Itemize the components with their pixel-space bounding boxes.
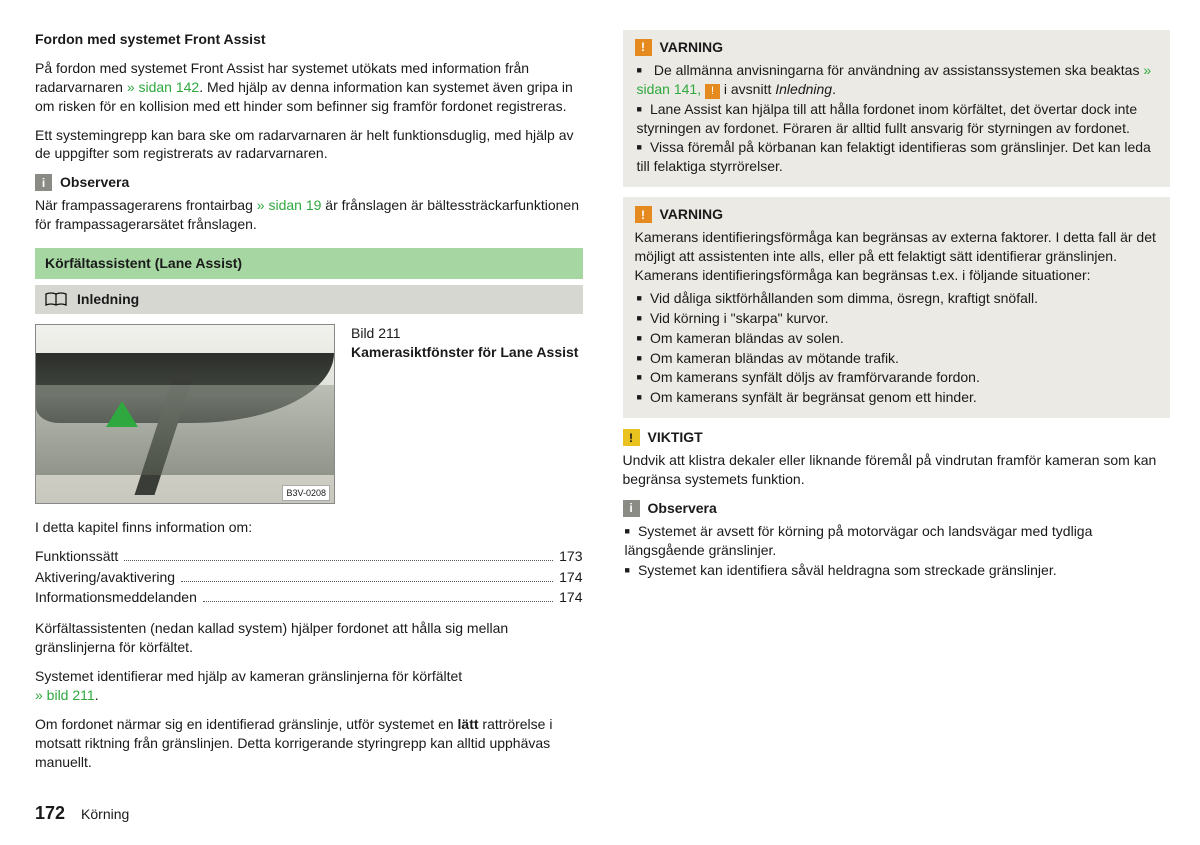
text: Om fordonet närmar sig en identifierad g… <box>35 716 458 732</box>
list-item: Lane Assist kan hjälpa till att hålla fo… <box>637 100 1159 138</box>
viktigt-body: Undvik att klistra dekaler eller liknand… <box>623 451 1171 489</box>
text: i avsnitt <box>720 81 775 97</box>
toc-row[interactable]: Funktionssätt 173 <box>35 547 583 566</box>
figure-title: Kamerasiktfönster för Lane Assist <box>351 343 578 362</box>
figure-image: B3V-0208 <box>35 324 335 504</box>
observera-title: Observera <box>60 173 129 192</box>
text: När frampassagerarens frontairbag <box>35 197 257 213</box>
observera-heading: i Observera <box>35 173 583 192</box>
page-footer: 172 Körning <box>35 801 129 825</box>
text: Systemet identifierar med hjälp av kamer… <box>35 668 462 684</box>
paragraph-lane-assist-3: Om fordonet närmar sig en identifierad g… <box>35 715 583 772</box>
subsection-title: Inledning <box>77 290 139 309</box>
toc-label: Funktionssätt <box>35 547 118 566</box>
info-icon: i <box>35 174 52 191</box>
warning-box-2: ! VARNING Kamerans identifieringsförmåga… <box>623 197 1171 418</box>
text: De allmänna anvisningarna för användning… <box>654 62 1144 78</box>
text-emphasis: lätt <box>458 716 479 732</box>
list-item: Vid dåliga siktförhållanden som dimma, ö… <box>637 289 1159 308</box>
sensor-highlight <box>106 401 138 427</box>
observera-body: När frampassagerarens frontairbag » sida… <box>35 196 583 234</box>
warning-icon: ! <box>635 206 652 223</box>
paragraph-front-assist-1: På fordon med systemet Front Assist har … <box>35 59 583 116</box>
left-column: Fordon med systemet Front Assist På ford… <box>35 30 583 782</box>
toc-page: 173 <box>559 547 582 566</box>
heading-front-assist: Fordon med systemet Front Assist <box>35 30 583 49</box>
warning-title: VARNING <box>660 205 724 224</box>
toc-row[interactable]: Aktivering/avaktivering 174 <box>35 568 583 587</box>
warning-box-1: ! VARNING De allmänna anvisningarna för … <box>623 30 1171 187</box>
important-icon: ! <box>623 429 640 446</box>
manual-page: Fordon med systemet Front Assist På ford… <box>0 0 1200 792</box>
page-ref-link[interactable]: » sidan 142 <box>127 79 199 95</box>
list-item: De allmänna anvisningarna för användning… <box>637 61 1159 99</box>
warning-icon: ! <box>635 39 652 56</box>
toc-label: Informationsmeddelanden <box>35 588 197 607</box>
figure-number: Bild 211 <box>351 324 578 343</box>
toc-page: 174 <box>559 568 582 587</box>
paragraph-lane-assist-2: Systemet identifierar med hjälp av kamer… <box>35 667 583 705</box>
viktigt-heading: ! VIKTIGT <box>623 428 1171 447</box>
page-number: 172 <box>35 801 65 825</box>
paragraph-front-assist-2: Ett systemingrepp kan bara ske om radarv… <box>35 126 583 164</box>
list-item: Vissa föremål på körbanan kan felaktigt … <box>637 138 1159 176</box>
viktigt-title: VIKTIGT <box>648 428 703 447</box>
page-ref-link[interactable]: » sidan 19 <box>257 197 322 213</box>
figure-code: B3V-0208 <box>282 485 330 501</box>
list-item: Om kameran bländas av solen. <box>637 329 1159 348</box>
paragraph-lane-assist-1: Körfältassistenten (nedan kallad system)… <box>35 619 583 657</box>
book-icon <box>45 292 67 307</box>
warning-intro: Kamerans identifieringsförmåga kan begrä… <box>635 228 1159 285</box>
figure-block: B3V-0208 Bild 211 Kamerasiktfönster för … <box>35 324 583 504</box>
text: . <box>832 81 836 97</box>
toc-page: 174 <box>559 588 582 607</box>
figure-ref-link[interactable]: » bild 211 <box>35 687 95 703</box>
subsection-header-inledning: Inledning <box>35 285 583 314</box>
observera-title: Observera <box>648 499 717 518</box>
list-item: Om kameran bländas av mötande trafik. <box>637 349 1159 368</box>
toc-row[interactable]: Informationsmeddelanden 174 <box>35 588 583 607</box>
footer-title: Körning <box>81 805 129 824</box>
toc-intro: I detta kapitel finns information om: <box>35 518 583 537</box>
list-item: Vid körning i "skarpa" kurvor. <box>637 309 1159 328</box>
list-item: Systemet är avsett för körning på motorv… <box>625 522 1171 560</box>
figure-caption: Bild 211 Kamerasiktfönster för Lane Assi… <box>351 324 578 504</box>
warning-icon: ! <box>705 84 720 99</box>
text: . <box>95 687 99 703</box>
text-italic: Inledning <box>775 81 832 97</box>
list-item: Om kamerans synfält döljs av framförvara… <box>637 368 1159 387</box>
list-item: Systemet kan identifiera såväl heldragna… <box>625 561 1171 580</box>
list-item: Om kamerans synfält är begränsat genom e… <box>637 388 1159 407</box>
toc-label: Aktivering/avaktivering <box>35 568 175 587</box>
observera-heading: i Observera <box>623 499 1171 518</box>
section-header-lane-assist: Körfältassistent (Lane Assist) <box>35 248 583 279</box>
right-column: ! VARNING De allmänna anvisningarna för … <box>623 30 1171 782</box>
warning-title: VARNING <box>660 38 724 57</box>
info-icon: i <box>623 500 640 517</box>
